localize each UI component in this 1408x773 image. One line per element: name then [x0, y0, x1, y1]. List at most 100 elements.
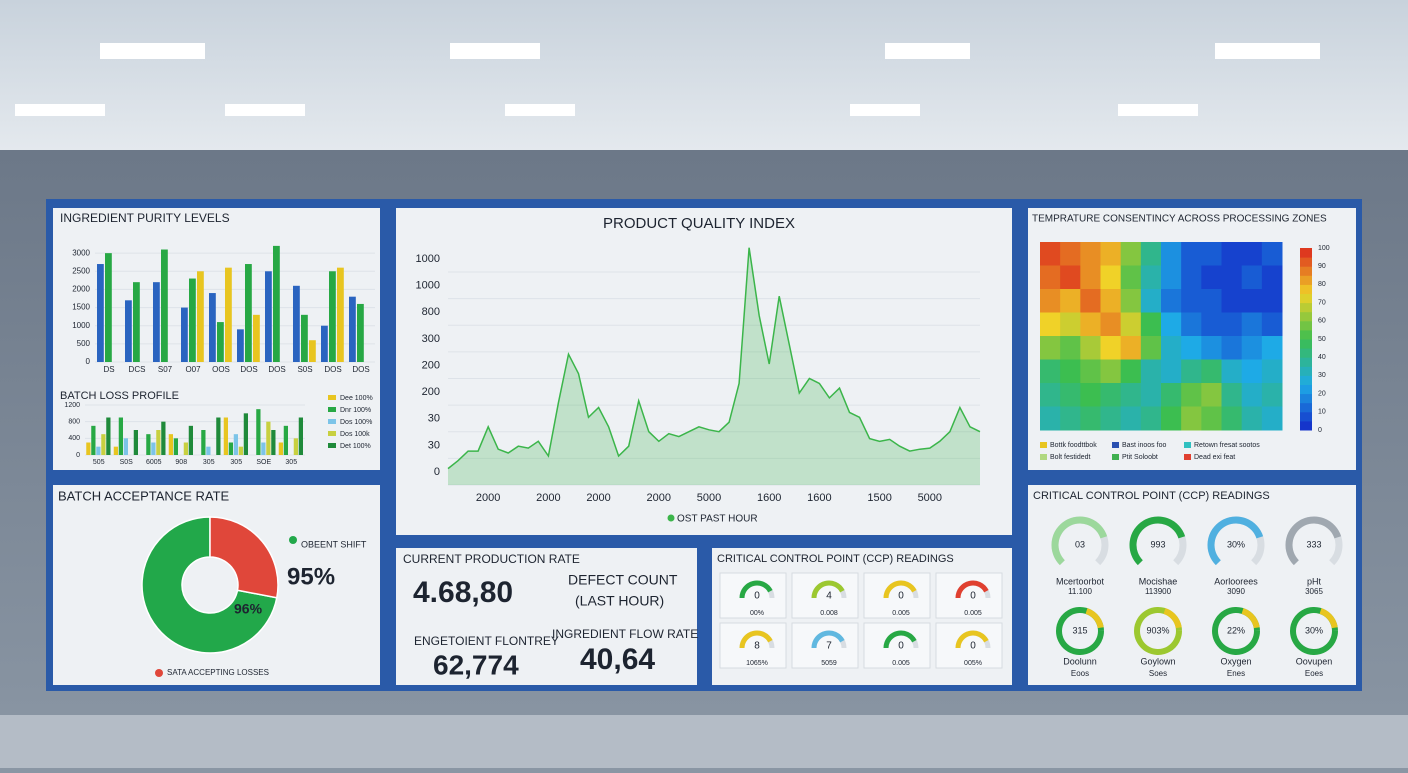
bar [106, 417, 111, 455]
colorbar [1300, 411, 1312, 422]
x-tick-label: 505 [93, 459, 105, 466]
x-tick-label: 305 [230, 459, 242, 466]
legend-swatch [328, 431, 336, 436]
heat-cell [1261, 242, 1283, 266]
colorbar-tick: 80 [1318, 281, 1326, 288]
heat-cell [1060, 406, 1081, 431]
bar [266, 421, 271, 455]
legend-label: SATA ACCEPTING LOSSES [167, 668, 269, 677]
y-tick-label: 1500 [72, 303, 90, 312]
donut-segment [141, 516, 278, 654]
bar [271, 430, 276, 455]
x-tick-label: S07 [158, 365, 173, 374]
bar [293, 285, 300, 362]
x-tick-label: DS [103, 365, 114, 374]
gauge-value: 903% [1146, 625, 1169, 635]
heat-cell [1221, 312, 1243, 337]
gauge-value: 333 [1306, 539, 1321, 549]
heat-cell [1080, 336, 1101, 360]
heat-cell [1100, 406, 1122, 431]
heat-cell [1201, 336, 1222, 360]
heat-cell [1161, 359, 1182, 384]
colorbar-tick: 100 [1318, 245, 1330, 252]
heat-cell [1120, 359, 1142, 384]
legend-swatch [328, 395, 336, 400]
heat-cell [1140, 242, 1162, 266]
kpi-label: CURRENT PRODUCTION RATE [403, 552, 580, 566]
heat-cell [1080, 312, 1101, 337]
bar [209, 293, 216, 362]
legend-label: Bolt festidedt [1050, 454, 1091, 461]
heat-cell [1100, 242, 1122, 266]
bar [233, 434, 238, 455]
heat-cell [1040, 336, 1061, 360]
heat-cell [1261, 289, 1283, 313]
gauge-arc [883, 580, 917, 599]
gauge-value: 993 [1150, 539, 1165, 549]
heat-cell [1100, 265, 1122, 290]
heat-cell [1201, 312, 1222, 337]
gauge-value: 30% [1305, 625, 1323, 635]
heat-cell [1120, 242, 1142, 266]
legend-swatch [667, 514, 675, 522]
heat-cell [1080, 289, 1101, 313]
heat-cell [1040, 242, 1061, 266]
x-tick-label: O07 [185, 365, 201, 374]
heat-cell [1161, 312, 1182, 337]
colorbar-tick: 30 [1318, 372, 1326, 379]
colorbar [1300, 293, 1312, 304]
legend-swatch [1040, 442, 1047, 448]
y-tick-label: 30 [428, 439, 440, 451]
x-tick-label: 2000 [586, 492, 610, 504]
bar [261, 442, 266, 455]
y-tick-label: 1000 [72, 321, 90, 330]
chart-title: BATCH ACCEPTANCE RATE [58, 488, 230, 503]
bar [309, 340, 316, 362]
heat-cell [1161, 289, 1182, 313]
colorbar [1300, 248, 1312, 258]
chart-title: BATCH LOSS PROFILE [60, 390, 179, 402]
x-tick-label: S0S [120, 459, 134, 466]
x-tick-label: OOS [212, 365, 230, 374]
x-tick-label: 6005 [146, 459, 162, 466]
y-tick-label: 500 [77, 339, 91, 348]
heat-cell [1181, 336, 1202, 360]
heat-cell [1241, 242, 1263, 266]
gauge-name: Oovupen [1296, 656, 1333, 666]
gauge-name: Doolunn [1063, 656, 1097, 666]
gauge-sub: 0.005 [892, 660, 910, 667]
colorbar-tick: 10 [1318, 409, 1326, 416]
heat-cell [1181, 289, 1202, 313]
x-tick-label: 305 [285, 459, 297, 466]
heat-cell [1140, 406, 1162, 431]
legend-label: Dnr 100% [340, 407, 371, 414]
gauge-arc [811, 580, 845, 599]
heat-cell [1040, 406, 1061, 431]
colorbar-tick: 70 [1318, 299, 1326, 306]
bar [133, 430, 138, 455]
bar [189, 278, 196, 362]
bar [156, 430, 161, 455]
legend-label: Retown fresat sootos [1194, 442, 1260, 449]
bar [273, 245, 280, 362]
gauge-value: 22% [1227, 625, 1245, 635]
colorbar [1300, 393, 1312, 404]
gauge-value: 0 [970, 591, 976, 602]
bar [188, 425, 193, 455]
heat-cell [1261, 336, 1283, 360]
heat-cell [1140, 265, 1162, 290]
heat-cell [1060, 242, 1081, 266]
heat-cell [1100, 289, 1122, 313]
x-tick-label: SOE [256, 459, 271, 466]
heat-cell [1221, 242, 1243, 266]
gauge-accent [1241, 608, 1260, 629]
kpi-label: (LAST HOUR) [575, 593, 664, 609]
x-tick-label: 305 [203, 459, 215, 466]
x-tick-label: DOS [268, 365, 285, 374]
gauge-sub: 005% [964, 660, 982, 667]
bar [283, 425, 288, 455]
heat-cell [1201, 289, 1222, 313]
legend-swatch [1184, 442, 1191, 448]
heat-cell [1201, 265, 1222, 290]
gauge-card [791, 572, 859, 619]
